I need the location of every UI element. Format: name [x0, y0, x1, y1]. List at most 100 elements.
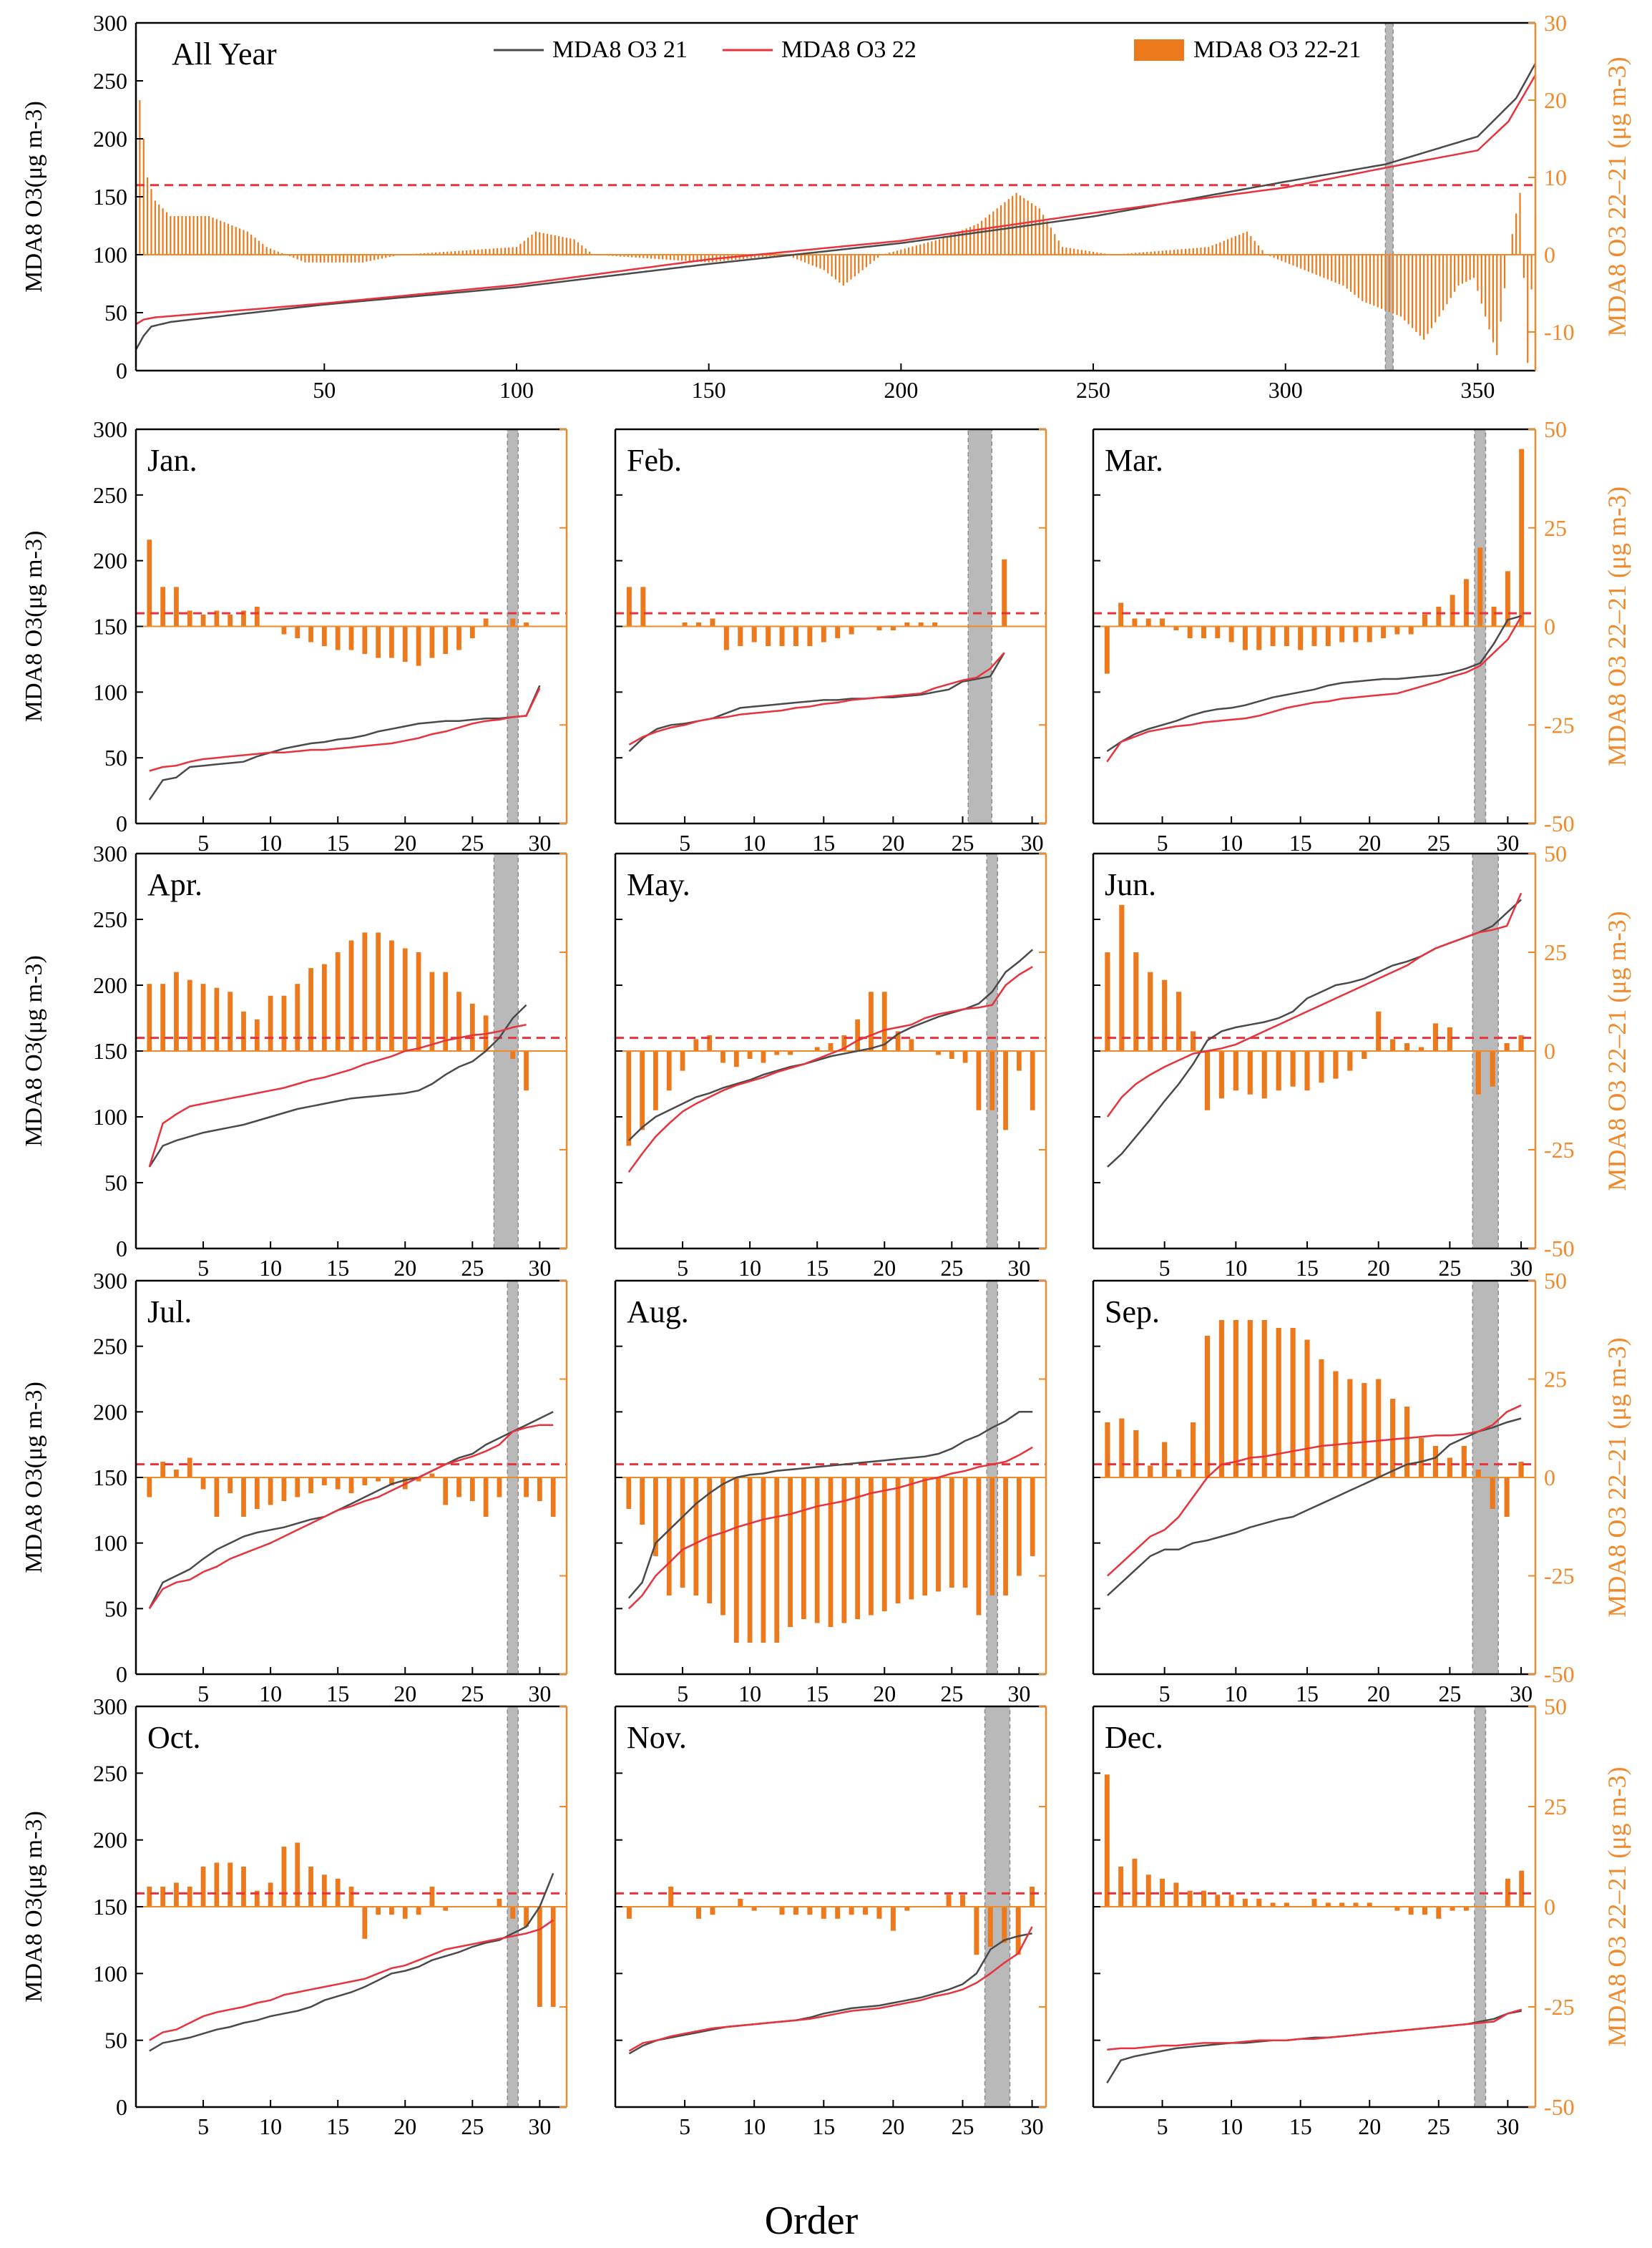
- difference-bar: [704, 255, 706, 263]
- difference-bar: [173, 216, 175, 255]
- difference-bar: [181, 216, 183, 255]
- difference-bar: [557, 236, 560, 255]
- difference-bar: [1215, 1895, 1221, 1907]
- difference-bar: [693, 1477, 699, 1595]
- difference-bar: [1145, 618, 1151, 627]
- y-tick-label: 0: [116, 2094, 127, 2120]
- difference-bar: [758, 255, 760, 258]
- difference-bar: [1016, 1477, 1022, 1576]
- y-tick-label: 50: [104, 1170, 127, 1196]
- legend-line-22-label: MDA8 O3 22: [781, 36, 917, 63]
- difference-bar: [673, 255, 675, 260]
- difference-bar: [483, 1477, 489, 1517]
- difference-bar: [931, 241, 933, 255]
- difference-bar: [1376, 1011, 1382, 1051]
- difference-bar: [295, 1477, 300, 1497]
- difference-bar: [766, 626, 771, 647]
- difference-bar: [1505, 571, 1510, 627]
- difference-bar: [416, 1907, 421, 1915]
- difference-bar: [1407, 255, 1409, 325]
- difference-bar: [483, 618, 489, 627]
- difference-bar: [492, 248, 494, 255]
- difference-bar: [212, 218, 214, 255]
- difference-bar: [1173, 250, 1175, 255]
- x-tick-label: 15: [806, 1681, 829, 1706]
- series-2021-line: [1106, 615, 1523, 753]
- left-axis-title: MDA8 O3(μg m-3): [21, 1382, 47, 1573]
- y-tick-label: 0: [116, 811, 127, 836]
- y2-tick-label: -25: [1544, 1994, 1575, 2020]
- y2-tick-label: 50: [1544, 1694, 1567, 1719]
- difference-bar: [640, 1477, 645, 1525]
- difference-bar: [895, 1031, 901, 1051]
- difference-bar: [1408, 1907, 1414, 1915]
- difference-bar: [170, 216, 172, 255]
- difference-bar: [1454, 255, 1456, 292]
- panel-title: Sep.: [1105, 1294, 1160, 1329]
- difference-bar: [1233, 1051, 1238, 1091]
- difference-bar: [1296, 255, 1298, 268]
- y-tick-label: 100: [93, 242, 127, 268]
- y-tick-label: 150: [93, 1038, 127, 1064]
- x-tick-label: 15: [1296, 1681, 1319, 1706]
- panel-title: Jul.: [147, 1294, 192, 1329]
- difference-bar: [456, 1477, 461, 1497]
- y2-tick-label: 0: [1544, 1894, 1555, 1920]
- y-tick-label: 250: [93, 1334, 127, 1359]
- difference-bar: [1349, 255, 1352, 292]
- x-tick-label: 20: [881, 2113, 904, 2139]
- x-tick-label: 25: [1427, 830, 1450, 856]
- difference-bar: [515, 247, 518, 255]
- series-2021-line: [628, 652, 1005, 752]
- difference-bar: [889, 253, 891, 255]
- difference-bar: [308, 1477, 313, 1493]
- difference-bar: [429, 1473, 435, 1477]
- difference-bar: [497, 1898, 502, 1907]
- difference-bar: [761, 1477, 766, 1643]
- difference-bar: [1284, 1902, 1289, 1907]
- difference-bar: [1118, 1867, 1124, 1907]
- difference-bar: [308, 255, 310, 263]
- difference-bar: [508, 247, 510, 255]
- difference-bar: [1135, 253, 1137, 255]
- difference-bar: [974, 1907, 979, 1955]
- x-tick-label: 5: [197, 830, 209, 856]
- difference-bar: [949, 1477, 954, 1588]
- right-axis-title: MDA8 O3 22–21 (μg m-3): [1603, 487, 1631, 766]
- difference-bar: [427, 253, 429, 255]
- difference-bar: [819, 255, 821, 269]
- difference-bar: [835, 626, 841, 639]
- difference-bar: [185, 216, 187, 255]
- difference-bar: [497, 248, 499, 255]
- x-tick-label: 15: [1296, 1255, 1319, 1281]
- difference-bar: [469, 626, 475, 639]
- difference-bar: [429, 1887, 435, 1907]
- difference-bar: [682, 622, 688, 627]
- difference-bar: [150, 189, 152, 255]
- difference-bar: [858, 255, 860, 273]
- x-tick-label: 30: [1496, 2113, 1519, 2139]
- series-2022-line: [627, 1446, 1033, 1610]
- difference-bar: [996, 208, 998, 255]
- difference-bar: [981, 220, 983, 255]
- difference-bar: [1105, 952, 1110, 1051]
- difference-bar: [377, 255, 379, 260]
- x-tick-label: 20: [1358, 830, 1381, 856]
- panel-9: 5 10 15 20 25 30 -50 -25 0 25 50 Sep. MDA8 O3 22–21 …: [1092, 1268, 1631, 1706]
- x-tick-label: 5: [679, 830, 690, 856]
- y-tick-label: 150: [93, 614, 127, 640]
- difference-bar: [1145, 1875, 1151, 1907]
- difference-bar: [348, 626, 354, 650]
- difference-bar: [761, 255, 764, 258]
- x-tick-label: 10: [259, 1681, 282, 1706]
- panel-title: All Year: [172, 36, 277, 72]
- difference-bar: [1319, 1051, 1324, 1083]
- difference-bar: [1503, 255, 1506, 288]
- y-tick-label: 50: [104, 300, 127, 326]
- x-tick-label: 10: [743, 830, 766, 856]
- right-axis-title: MDA8 O3 22–21 (μg m-3): [1603, 1766, 1631, 2046]
- difference-bar: [477, 249, 479, 255]
- difference-bar: [147, 177, 149, 255]
- difference-bar: [158, 204, 160, 255]
- y-tick-label: 200: [93, 126, 127, 152]
